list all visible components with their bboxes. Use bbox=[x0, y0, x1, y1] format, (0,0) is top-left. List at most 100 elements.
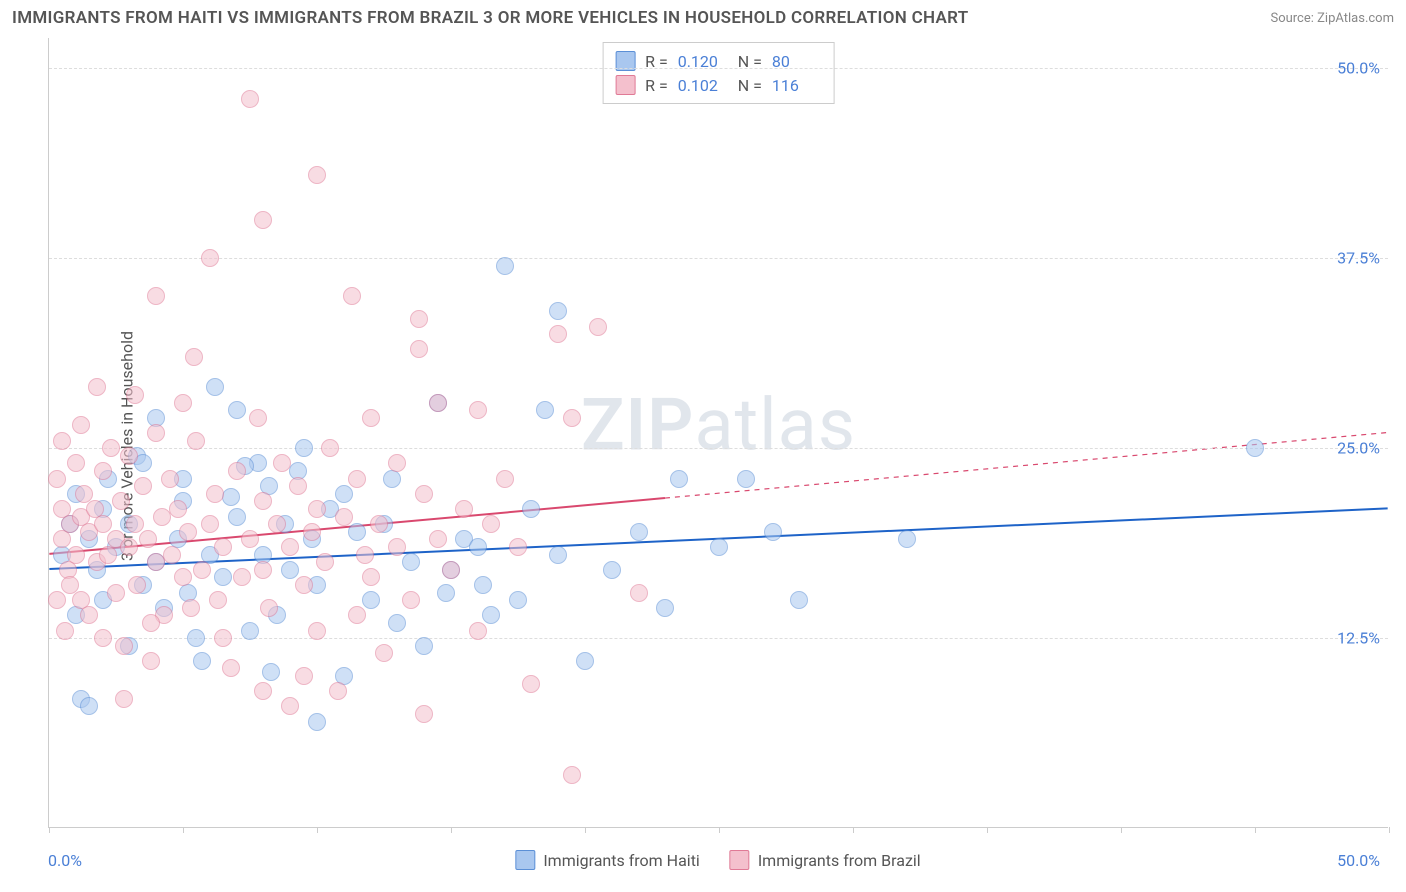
data-point bbox=[388, 454, 406, 472]
data-point bbox=[455, 500, 473, 518]
data-point bbox=[249, 409, 267, 427]
data-point bbox=[187, 629, 205, 647]
data-point bbox=[536, 401, 554, 419]
data-point bbox=[142, 652, 160, 670]
data-point bbox=[375, 644, 393, 662]
stats-row: R =0.120N =80 bbox=[615, 49, 822, 73]
data-point bbox=[94, 515, 112, 533]
data-point bbox=[289, 477, 307, 495]
legend-item: Immigrants from Haiti bbox=[515, 850, 699, 870]
data-point bbox=[429, 530, 447, 548]
data-point bbox=[415, 485, 433, 503]
data-point bbox=[179, 523, 197, 541]
data-point bbox=[72, 416, 90, 434]
data-point bbox=[241, 90, 259, 108]
data-point bbox=[303, 523, 321, 541]
data-point bbox=[214, 538, 232, 556]
data-point bbox=[228, 462, 246, 480]
y-tick-label: 25.0% bbox=[1337, 439, 1380, 458]
data-point bbox=[281, 561, 299, 579]
data-point bbox=[295, 667, 313, 685]
data-point bbox=[201, 249, 219, 267]
y-tick-label: 37.5% bbox=[1337, 249, 1380, 268]
watermark: ZIPatlas bbox=[581, 382, 856, 467]
data-point bbox=[185, 348, 203, 366]
data-point bbox=[254, 211, 272, 229]
data-point bbox=[563, 766, 581, 784]
data-point bbox=[187, 432, 205, 450]
legend-item: Immigrants from Brazil bbox=[730, 850, 921, 870]
y-tick-label: 50.0% bbox=[1337, 59, 1380, 78]
data-point bbox=[764, 523, 782, 541]
stats-row: R =0.102N =116 bbox=[615, 73, 822, 97]
data-point bbox=[329, 682, 347, 700]
x-axis-min-label: 0.0% bbox=[48, 851, 82, 870]
data-point bbox=[410, 340, 428, 358]
data-point bbox=[482, 606, 500, 624]
x-tick-mark bbox=[1121, 827, 1122, 833]
data-point bbox=[142, 614, 160, 632]
data-point bbox=[474, 576, 492, 594]
data-point bbox=[163, 546, 181, 564]
scatter-plot-area: ZIPatlas R =0.120N =80R =0.102N =116 12.… bbox=[48, 38, 1388, 828]
data-point bbox=[630, 523, 648, 541]
stat-value: 0.102 bbox=[678, 76, 728, 95]
data-point bbox=[348, 470, 366, 488]
data-point bbox=[209, 591, 227, 609]
data-point bbox=[509, 591, 527, 609]
data-point bbox=[388, 538, 406, 556]
data-point bbox=[228, 401, 246, 419]
gridline bbox=[49, 68, 1388, 69]
x-tick-mark bbox=[1389, 827, 1390, 833]
data-point bbox=[161, 470, 179, 488]
data-point bbox=[174, 568, 192, 586]
data-point bbox=[139, 530, 157, 548]
data-point bbox=[496, 257, 514, 275]
data-point bbox=[241, 622, 259, 640]
data-point bbox=[549, 302, 567, 320]
data-point bbox=[48, 470, 66, 488]
data-point bbox=[348, 606, 366, 624]
data-point bbox=[53, 432, 71, 450]
data-point bbox=[469, 538, 487, 556]
data-point bbox=[415, 705, 433, 723]
data-point bbox=[222, 488, 240, 506]
data-point bbox=[437, 584, 455, 602]
data-point bbox=[56, 622, 74, 640]
data-point bbox=[482, 515, 500, 533]
data-point bbox=[1246, 439, 1264, 457]
data-point bbox=[737, 470, 755, 488]
data-point bbox=[94, 462, 112, 480]
stats-legend-box: R =0.120N =80R =0.102N =116 bbox=[602, 42, 835, 104]
stat-label: N = bbox=[738, 76, 762, 95]
data-point bbox=[233, 568, 251, 586]
x-tick-mark bbox=[1255, 827, 1256, 833]
x-tick-mark bbox=[987, 827, 988, 833]
data-point bbox=[115, 637, 133, 655]
gridline bbox=[49, 448, 1388, 449]
data-point bbox=[656, 599, 674, 617]
x-axis-max-label: 50.0% bbox=[1337, 851, 1380, 870]
data-point bbox=[630, 584, 648, 602]
data-point bbox=[710, 538, 728, 556]
data-point bbox=[222, 659, 240, 677]
data-point bbox=[442, 561, 460, 579]
data-point bbox=[241, 530, 259, 548]
data-point bbox=[214, 568, 232, 586]
data-point bbox=[343, 287, 361, 305]
data-point bbox=[281, 697, 299, 715]
data-point bbox=[67, 454, 85, 472]
data-point bbox=[522, 500, 540, 518]
data-point bbox=[120, 538, 138, 556]
data-point bbox=[362, 409, 380, 427]
data-point bbox=[228, 508, 246, 526]
data-point bbox=[147, 287, 165, 305]
data-point bbox=[335, 508, 353, 526]
data-point bbox=[88, 378, 106, 396]
x-tick-mark bbox=[719, 827, 720, 833]
data-point bbox=[316, 553, 334, 571]
data-point bbox=[268, 515, 286, 533]
legend-label: Immigrants from Haiti bbox=[543, 851, 699, 870]
data-point bbox=[576, 652, 594, 670]
data-point bbox=[134, 477, 152, 495]
